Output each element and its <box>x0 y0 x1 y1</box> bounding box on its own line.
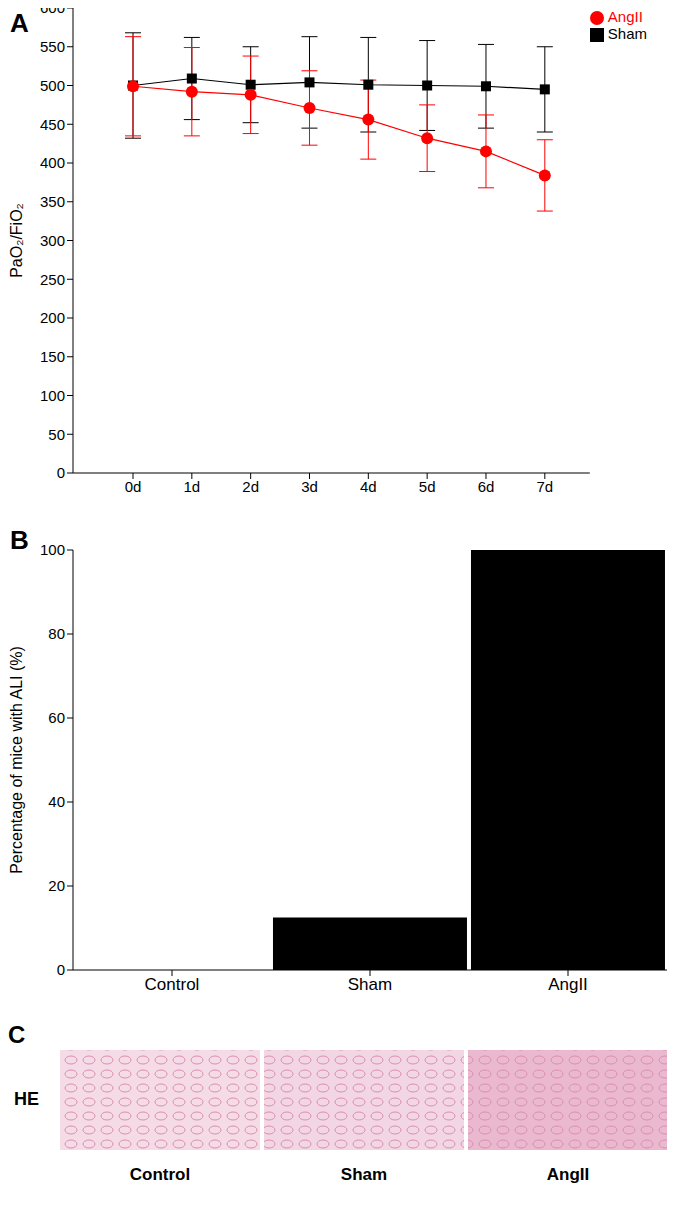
svg-text:C: C <box>8 1025 25 1048</box>
svg-text:300: 300 <box>40 232 65 249</box>
svg-text:550: 550 <box>40 38 65 55</box>
html-text:A: A <box>10 8 29 38</box>
svg-text:500: 500 <box>40 77 65 94</box>
svg-text:100: 100 <box>40 541 65 558</box>
svg-text:6d: 6d <box>478 478 495 495</box>
svg-text:Sham: Sham <box>348 975 392 994</box>
svg-text:100: 100 <box>40 387 65 404</box>
svg-text:1d: 1d <box>183 478 200 495</box>
svg-text:600: 600 <box>40 8 65 16</box>
html-text:Sham: Sham <box>607 25 647 42</box>
svg-text:Control: Control <box>130 1165 190 1184</box>
svg-text:AngII: AngII <box>548 975 588 994</box>
svg-text:350: 350 <box>40 193 65 210</box>
svg-text:4d: 4d <box>360 478 377 495</box>
svg-text:200: 200 <box>40 309 65 326</box>
svg-text:50: 50 <box>48 426 65 443</box>
svg-text:80: 80 <box>48 625 65 642</box>
svg-text:AngII: AngII <box>547 1165 590 1184</box>
svg-text:20: 20 <box>48 877 65 894</box>
svg-text:150: 150 <box>40 348 65 365</box>
svg-text:40: 40 <box>48 793 65 810</box>
svg-text:450: 450 <box>40 116 65 133</box>
svg-text:Percentage of mice with ALI (%: Percentage of mice with ALI (%) <box>8 646 25 874</box>
svg-text:PaO₂/FiO₂: PaO₂/FiO₂ <box>8 203 25 278</box>
svg-text:HE: HE <box>14 1089 39 1109</box>
svg-text:400: 400 <box>40 154 65 171</box>
svg-text:2d: 2d <box>242 478 259 495</box>
svg-text:Control: Control <box>145 975 200 994</box>
svg-text:5d: 5d <box>419 478 436 495</box>
svg-text:0: 0 <box>57 961 65 978</box>
svg-text:0: 0 <box>57 464 65 481</box>
svg-text:7d: 7d <box>536 478 553 495</box>
svg-text:250: 250 <box>40 271 65 288</box>
svg-text:3d: 3d <box>301 478 318 495</box>
svg-text:Sham: Sham <box>341 1165 387 1184</box>
html-text:B: B <box>10 525 29 555</box>
svg-text:60: 60 <box>48 709 65 726</box>
html-text:AngII: AngII <box>607 8 643 25</box>
svg-text:0d: 0d <box>125 478 142 495</box>
